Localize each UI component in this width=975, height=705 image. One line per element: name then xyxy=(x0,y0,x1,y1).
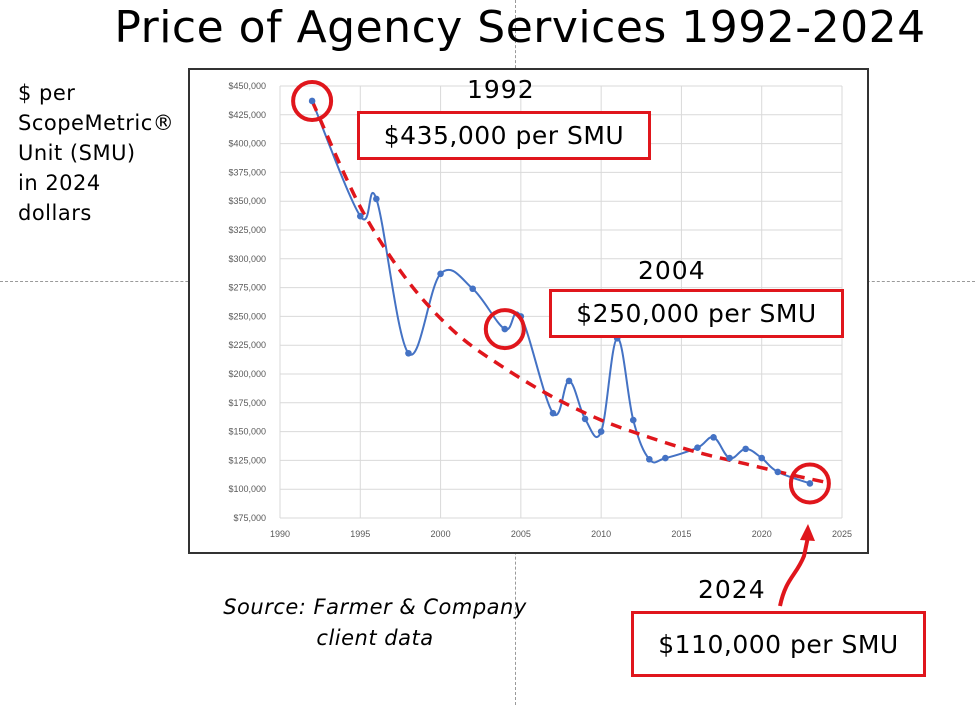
callout-2024: $110,000 per SMU xyxy=(631,611,926,677)
data-point xyxy=(726,454,733,462)
highlight-circle xyxy=(788,462,831,505)
year-label-2004: 2004 xyxy=(638,256,706,285)
year-label-2024: 2024 xyxy=(698,575,766,604)
data-point xyxy=(646,455,653,463)
source-line-2: client data xyxy=(316,626,434,650)
y-tick-label: $125,000 xyxy=(228,455,266,465)
x-tick-label: 2025 xyxy=(832,529,852,539)
callout-2004-text: $250,000 per SMU xyxy=(576,299,817,328)
data-point xyxy=(469,285,476,293)
arrow-2024-shaft xyxy=(778,536,810,607)
y-tick-label: $450,000 xyxy=(228,81,266,91)
y-tick-label: $275,000 xyxy=(228,283,266,293)
data-point xyxy=(405,349,412,357)
data-point xyxy=(806,480,814,487)
arrow-2024-head xyxy=(800,524,815,541)
callout-2004: $250,000 per SMU xyxy=(549,289,844,338)
arrow-2024 xyxy=(778,524,815,607)
page-title: Price of Agency Services 1992-2024 xyxy=(114,2,926,53)
data-point xyxy=(694,444,701,452)
highlight-circles xyxy=(291,79,831,505)
y-tick-label: $425,000 xyxy=(228,110,266,120)
y-tick-label: $400,000 xyxy=(228,139,266,149)
y-tick-label: $350,000 xyxy=(228,196,266,206)
data-point xyxy=(662,454,669,462)
data-point xyxy=(597,428,605,435)
x-tick-label: 2015 xyxy=(671,529,691,539)
data-point xyxy=(758,454,766,462)
data-point xyxy=(710,434,717,441)
y-tick-label: $175,000 xyxy=(228,398,266,408)
x-tick-label: 2000 xyxy=(431,529,451,539)
callout-2024-text: $110,000 per SMU xyxy=(658,629,899,659)
y-axis-label: $ per ScopeMetric® Unit (SMU) in 2024 do… xyxy=(18,81,175,225)
data-point xyxy=(549,409,557,417)
data-point xyxy=(501,325,509,333)
data-point xyxy=(308,97,316,105)
data-point xyxy=(629,416,637,424)
data-point xyxy=(373,195,380,203)
data-point xyxy=(565,377,573,385)
x-tick-label: 1995 xyxy=(350,529,370,539)
highlight-circle xyxy=(291,79,334,122)
y-tick-label: $100,000 xyxy=(228,484,266,494)
source-line-1: Source: Farmer & Company xyxy=(223,595,527,619)
chart-grid xyxy=(279,85,843,519)
callout-1992-text: $435,000 per SMU xyxy=(383,121,625,150)
callout-1992: $435,000 per SMU xyxy=(357,111,651,160)
trend-line-path xyxy=(310,100,827,484)
x-tick-label: 2005 xyxy=(511,529,531,539)
year-label-1992: 1992 xyxy=(467,75,535,104)
y-tick-label: $375,000 xyxy=(228,167,266,177)
data-point xyxy=(581,415,589,423)
x-tick-label: 1990 xyxy=(270,529,290,539)
data-point xyxy=(742,445,749,453)
source-note: Source: Farmer & Company client data xyxy=(190,592,560,654)
y-tick-label: $225,000 xyxy=(228,340,266,350)
y-tick-label: $200,000 xyxy=(228,369,266,379)
trend-line xyxy=(310,100,827,484)
data-point xyxy=(437,270,444,278)
y-tick-label: $75,000 xyxy=(233,513,266,523)
y-tick-label: $300,000 xyxy=(228,254,266,264)
highlight-circle xyxy=(483,308,526,351)
y-tick-label: $150,000 xyxy=(228,427,266,437)
y-tick-label: $325,000 xyxy=(228,225,266,235)
x-tick-label: 2020 xyxy=(752,529,772,539)
y-tick-label: $250,000 xyxy=(228,311,266,321)
data-point xyxy=(356,212,364,220)
x-tick-labels: 1990 1995 2000 2005 2010 2015 2020 2025 xyxy=(270,529,852,539)
y-tick-labels: $75,000 $100,000 $125,000 $150,000 $175,000 $… xyxy=(228,81,266,523)
data-point xyxy=(774,468,782,476)
x-tick-label: 2010 xyxy=(591,529,611,539)
